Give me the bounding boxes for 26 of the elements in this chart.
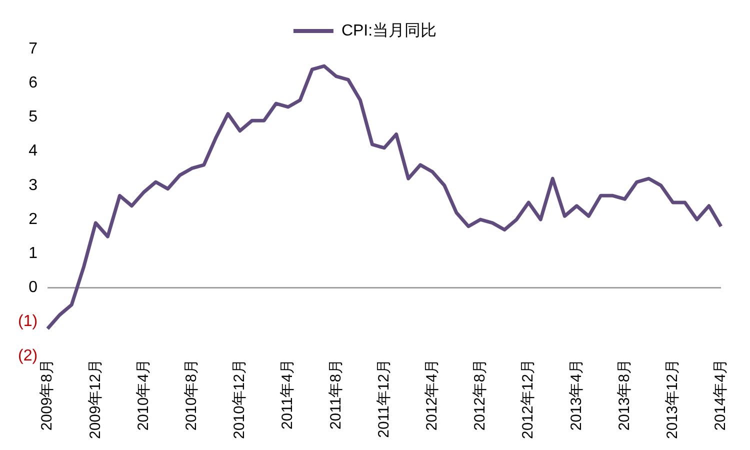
x-tick-label: 2011年4月 — [279, 358, 296, 430]
x-tick-label: 2009年8月 — [38, 358, 56, 431]
x-tick-label: 2010年8月 — [183, 358, 200, 431]
x-tick-label: 2011年8月 — [327, 358, 344, 430]
y-tick-label: 1 — [28, 245, 38, 262]
y-tick-label: (1) — [18, 313, 38, 330]
y-tick-label: 6 — [28, 74, 38, 92]
y-tick-label: 7 — [28, 40, 38, 58]
x-tick-label: 2012年4月 — [424, 358, 441, 431]
x-tick-label: 2013年4月 — [568, 358, 585, 431]
y-tick-label: 0 — [28, 279, 38, 296]
y-tick-label: 4 — [28, 142, 38, 160]
x-tick-label: 2012年8月 — [472, 358, 489, 431]
y-tick-label: (2) — [18, 347, 38, 364]
x-tick-label: 2010年4月 — [134, 358, 152, 431]
y-tick-label: 5 — [28, 108, 38, 126]
y-tick-label: 3 — [28, 176, 38, 194]
x-tick-label: 2012年12月 — [520, 358, 537, 440]
x-tick-label: 2014年4月 — [712, 358, 730, 431]
x-tick-label: 2013年8月 — [616, 358, 633, 431]
x-tick-label: 2013年12月 — [664, 358, 682, 440]
y-tick-label: 2 — [28, 210, 38, 228]
x-tick-label: 2011年12月 — [375, 358, 392, 438]
x-tick-label: 2009年12月 — [86, 358, 104, 440]
legend-label: CPI:当月同比 — [341, 21, 437, 40]
x-tick-label: 2010年12月 — [231, 358, 248, 440]
